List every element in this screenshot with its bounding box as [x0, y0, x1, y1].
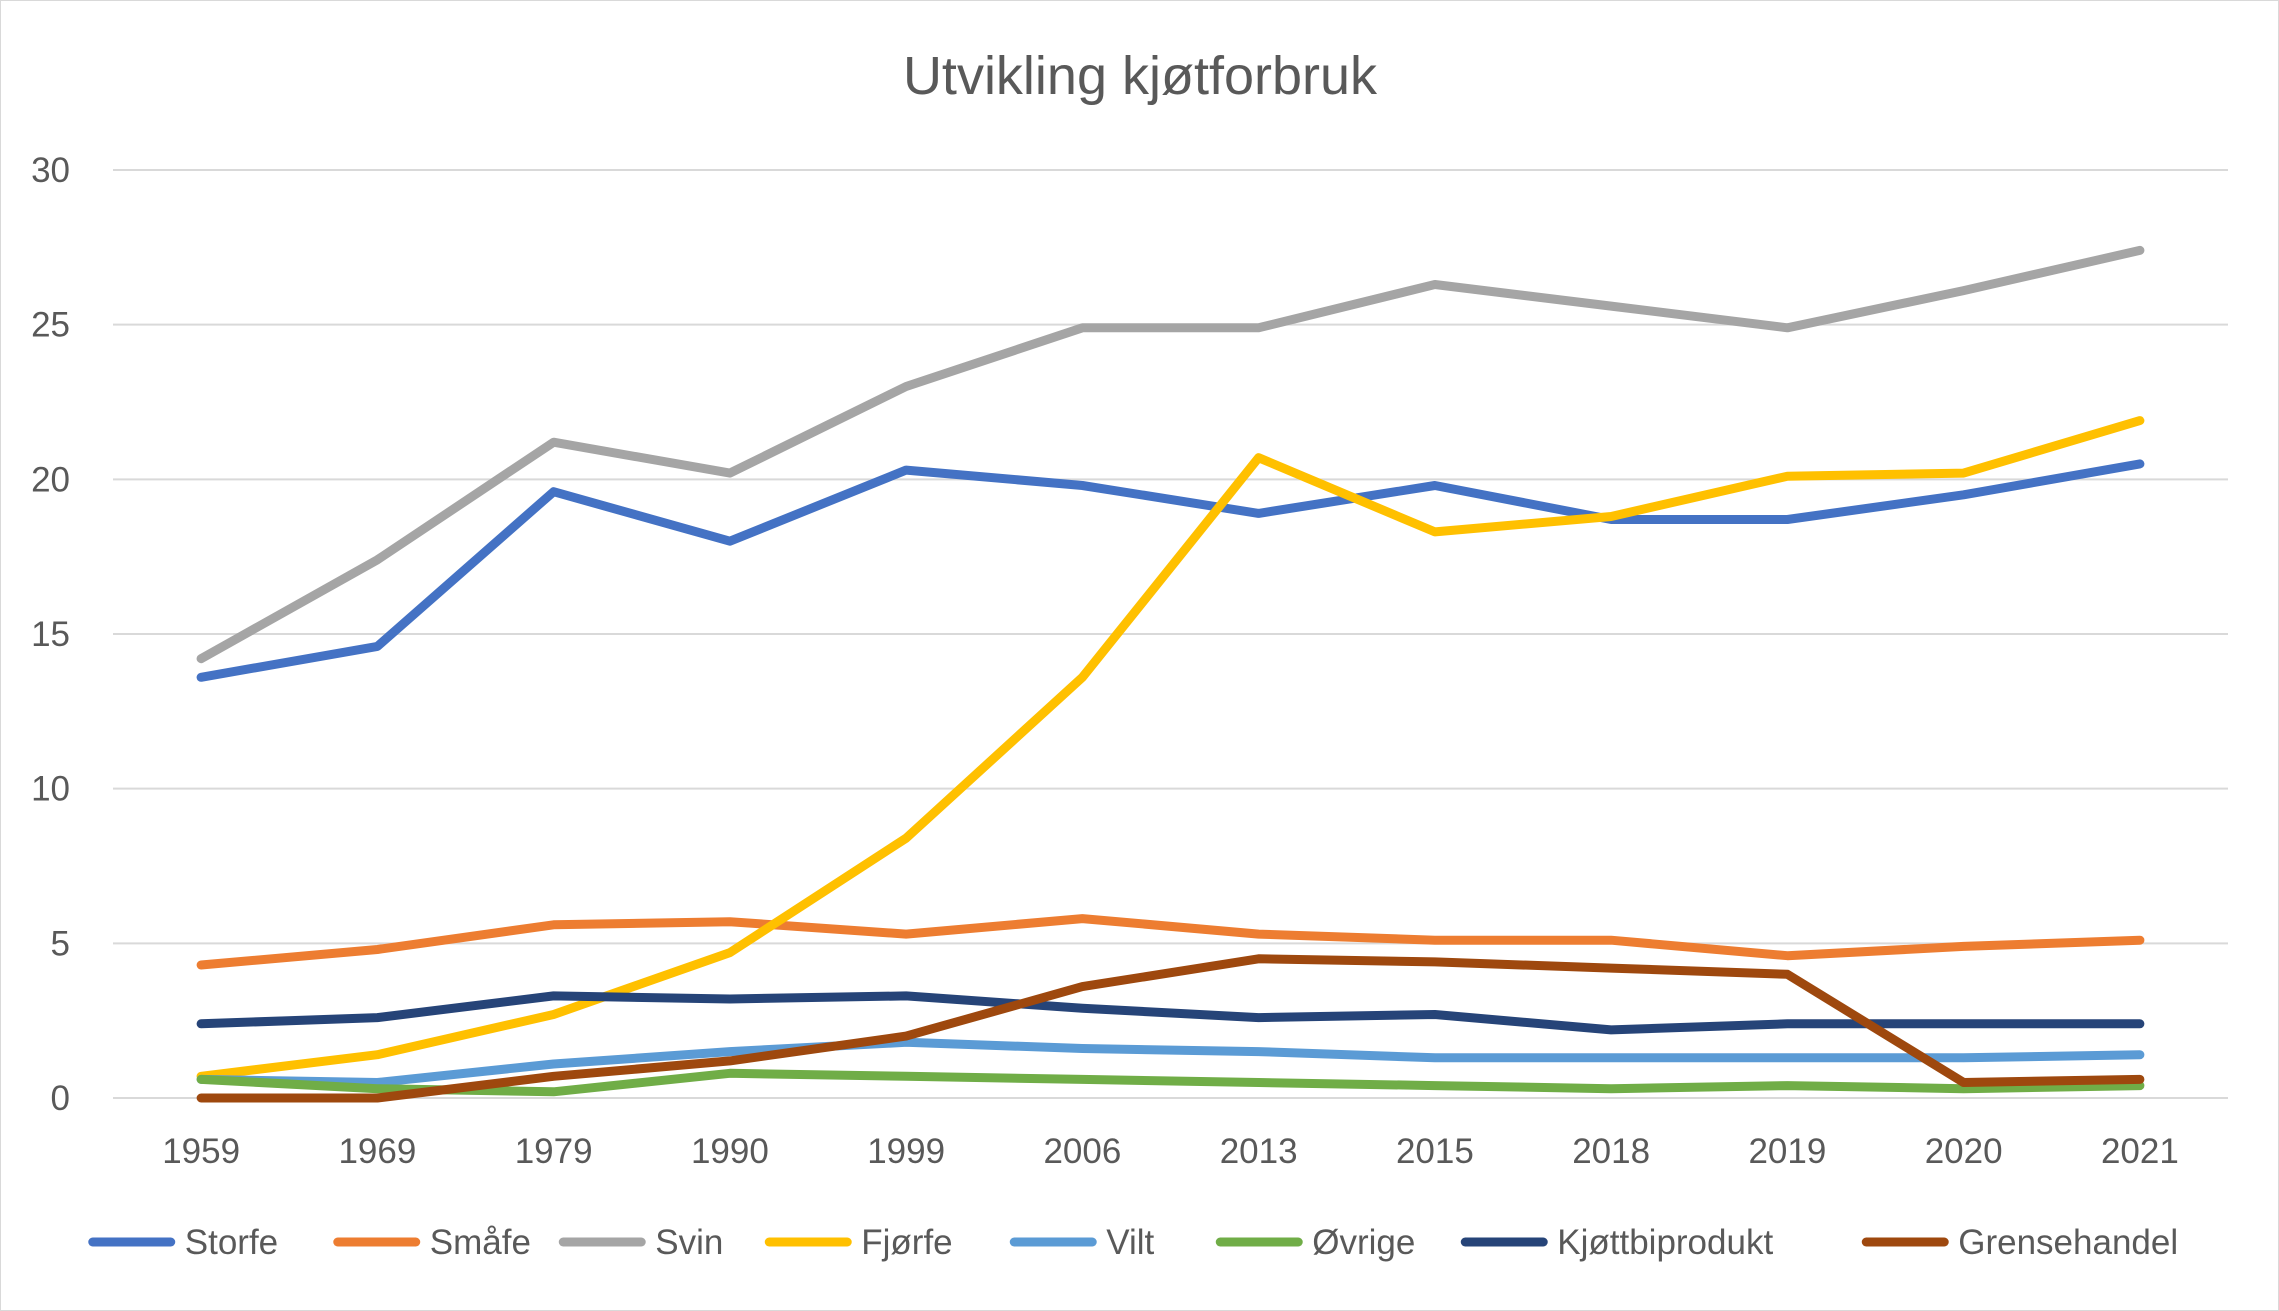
legend-label: Øvrige — [1312, 1223, 1415, 1262]
series-line-småfe — [196, 914, 2145, 970]
legend-label: Småfe — [430, 1223, 531, 1262]
x-tick-label: 1990 — [691, 1132, 769, 1171]
x-axis-ticks: 1959 1969 1979 1990 1999 2006 2013 2015 2018 2019… — [162, 1132, 2179, 1171]
y-tick-label: 25 — [31, 306, 70, 345]
y-tick-label: 5 — [51, 924, 70, 963]
legend-label: Svin — [655, 1223, 723, 1262]
legend-label: Grensehandel — [1958, 1223, 2178, 1262]
x-tick-label: 1979 — [515, 1132, 593, 1171]
series-line-øvrige — [196, 1068, 2145, 1097]
x-tick-label: 2006 — [1043, 1132, 1121, 1171]
series-line-vilt — [196, 1037, 2145, 1087]
legend-label: Storfe — [185, 1223, 278, 1262]
x-tick-label: 2019 — [1748, 1132, 1826, 1171]
x-tick-label: 2020 — [1925, 1132, 2003, 1171]
y-tick-label: 10 — [31, 770, 70, 809]
y-axis-ticks: 0 5 10 15 20 25 30 — [31, 151, 70, 1118]
y-tick-label: 15 — [31, 615, 70, 654]
series-line-kjøttbiprodukt — [196, 991, 2145, 1035]
y-tick-label: 30 — [31, 151, 70, 190]
legend-label: Kjøttbiprodukt — [1557, 1223, 1773, 1262]
legend: Storfe Småfe Svin Fjørfe Vilt Øvrige Kjøttbipr… — [88, 1223, 2178, 1262]
x-tick-label: 1969 — [338, 1132, 416, 1171]
chart-title: Utvikling kjøtforbruk — [903, 46, 1378, 106]
x-tick-label: 1999 — [867, 1132, 945, 1171]
series-line-svin — [196, 245, 2145, 664]
legend-label: Vilt — [1106, 1223, 1154, 1262]
x-tick-label: 1959 — [162, 1132, 240, 1171]
series-line-fjørfe — [196, 416, 2145, 1081]
series-line-storfe — [196, 459, 2145, 682]
series-line-grensehandel — [196, 954, 2145, 1103]
legend-label: Fjørfe — [861, 1223, 952, 1262]
x-tick-label: 2015 — [1396, 1132, 1474, 1171]
x-tick-label: 2013 — [1220, 1132, 1298, 1171]
series-lines — [196, 245, 2145, 1103]
y-tick-label: 0 — [51, 1079, 70, 1118]
gridlines — [113, 169, 2228, 1099]
x-tick-label: 2021 — [2101, 1132, 2179, 1171]
y-tick-label: 20 — [31, 460, 70, 499]
x-tick-label: 2018 — [1572, 1132, 1650, 1171]
